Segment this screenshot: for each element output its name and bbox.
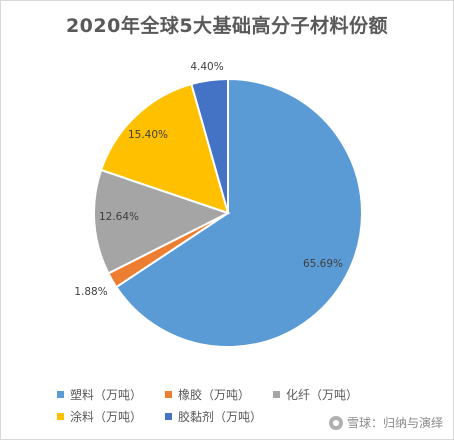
data-label-4: 4.40% — [190, 61, 223, 73]
legend-label-0: 塑料（万吨） — [70, 387, 143, 402]
watermark: 雪球：归纳与演绎 — [328, 414, 443, 431]
legend-item-2: 化纤（万吨） — [273, 386, 377, 403]
legend-label-4: 胶黏剂（万吨） — [178, 409, 263, 424]
legend-row: 塑料（万吨） 橡胶（万吨） 化纤（万吨） — [57, 383, 397, 405]
legend-swatch-1 — [165, 390, 172, 398]
pie-slice-0 — [114, 77, 363, 348]
legend-swatch-4 — [165, 412, 172, 420]
legend-item-1: 橡胶（万吨） — [165, 386, 269, 403]
legend-swatch-0 — [57, 390, 64, 398]
watermark-text: 雪球：归纳与演绎 — [346, 416, 443, 430]
legend-swatch-2 — [273, 390, 280, 398]
pie-slice-3 — [99, 82, 230, 215]
data-label-0: 65.69% — [303, 258, 343, 270]
legend-swatch-3 — [57, 412, 64, 420]
pie-chart: 65.69% 1.88% 12.64% 15.40% 4.40% — [74, 61, 363, 348]
legend-label-3: 涂料（万吨） — [70, 409, 143, 424]
legend-label-1: 橡胶（万吨） — [178, 387, 251, 402]
legend-label-2: 化纤（万吨） — [286, 387, 359, 402]
chart-title: 2020年全球5大基础高分子材料份额 — [65, 15, 389, 37]
data-label-2: 12.64% — [99, 211, 139, 223]
pie-slice-4 — [190, 77, 229, 214]
pie-slice-2 — [92, 168, 231, 275]
data-label-1: 1.88% — [74, 286, 107, 298]
legend-row: 涂料（万吨） 胶黏剂（万吨） — [57, 405, 397, 427]
legend-item-3: 涂料（万吨） — [57, 408, 161, 425]
snowball-logo-icon — [328, 415, 343, 430]
chart-legend: 塑料（万吨） 橡胶（万吨） 化纤（万吨） 涂料（万吨） 胶黏剂（万吨） — [57, 383, 397, 427]
data-label-3: 15.40% — [128, 129, 168, 141]
legend-item-4: 胶黏剂（万吨） — [165, 408, 269, 425]
legend-item-0: 塑料（万吨） — [57, 386, 161, 403]
